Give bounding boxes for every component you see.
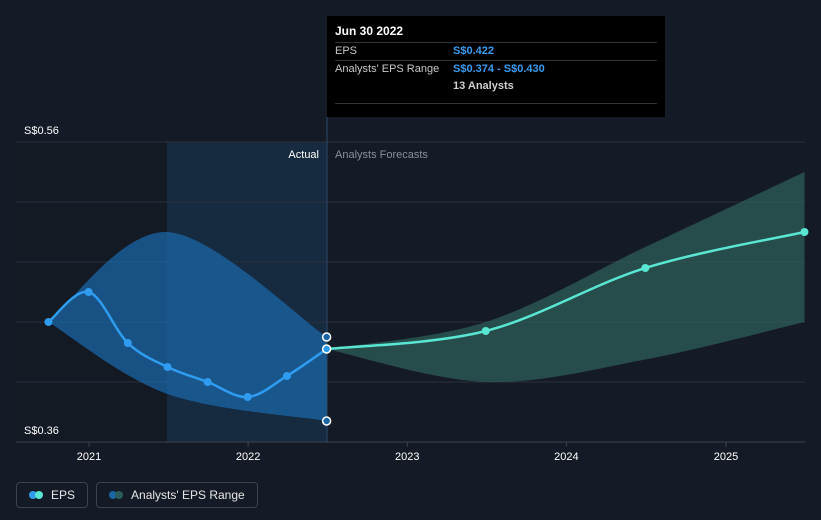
x-tick-label: 2022	[236, 451, 260, 463]
legend-eps[interactable]: EPS	[16, 482, 89, 508]
tooltip-analysts-row: 13 Analysts	[335, 78, 657, 95]
eps-forecast-line	[326, 230, 805, 351]
eps-forecast-point[interactable]	[481, 327, 490, 335]
eps-actual-point[interactable]	[84, 288, 93, 296]
eps-forecast-point[interactable]	[641, 264, 650, 272]
eps-actual-point[interactable]	[282, 372, 291, 380]
eps-actual-point[interactable]	[44, 318, 53, 326]
eps-actual-point[interactable]	[163, 363, 172, 371]
x-tick-label: 2024	[554, 451, 578, 463]
eps-selected-point[interactable]	[321, 344, 332, 354]
tooltip: Jun 30 2022 EPS S$0.422 Analysts' EPS Ra…	[327, 16, 665, 117]
legend-range-label: Analysts' EPS Range	[131, 488, 245, 502]
x-tick-label: 2021	[77, 451, 101, 463]
tooltip-divider	[335, 103, 657, 104]
eps-range-band-past	[48, 231, 327, 421]
eps-actual-point[interactable]	[203, 378, 212, 386]
legend-range[interactable]: Analysts' EPS Range	[96, 482, 258, 508]
eps-swatch-icon	[29, 491, 43, 499]
forecast-label: Analysts Forecasts	[335, 149, 428, 161]
tooltip-range-row: Analysts' EPS Range S$0.374 - S$0.430	[335, 60, 657, 78]
eps-actual-line	[47, 290, 328, 399]
legend: EPS Analysts' EPS Range	[16, 482, 258, 508]
tooltip-range-value: S$0.374 - S$0.430	[453, 63, 545, 75]
x-tick-label: 2023	[395, 451, 419, 463]
eps-range-high-point[interactable]	[321, 332, 332, 342]
actual-label: Actual	[288, 149, 319, 161]
eps-range-bands	[48, 172, 805, 421]
tooltip-eps-row: EPS S$0.422	[335, 42, 657, 60]
tooltip-eps-label: EPS	[335, 45, 358, 57]
eps-actual-point[interactable]	[123, 339, 132, 347]
tooltip-analysts: 13 Analysts	[453, 80, 514, 92]
x-axis: 2021 2022 2023 2024 2025	[77, 442, 738, 463]
eps-lines	[47, 230, 805, 399]
eps-actual-point[interactable]	[243, 393, 252, 401]
y-min-label: S$0.36	[24, 425, 59, 437]
legend-eps-label: EPS	[51, 488, 76, 502]
tooltip-eps-value: S$0.422	[453, 45, 494, 57]
eps-range-band-forecast	[326, 172, 805, 383]
tooltip-range-label: Analysts' EPS Range	[335, 63, 440, 75]
eps-range-low-point[interactable]	[321, 416, 332, 426]
eps-points[interactable]	[44, 228, 809, 426]
x-tick-label: 2025	[714, 451, 738, 463]
range-swatch-icon	[109, 491, 124, 499]
eps-forecast-point[interactable]	[800, 228, 809, 236]
y-max-label: S$0.56	[24, 125, 59, 137]
tooltip-date: Jun 30 2022	[335, 24, 404, 38]
